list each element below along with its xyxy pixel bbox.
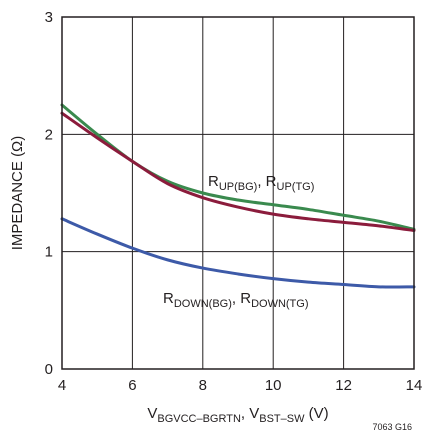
subscript-text: BST–SW bbox=[259, 413, 305, 425]
series-line-r-up-bg bbox=[60, 103, 416, 231]
x-axis-label: VBGVCC–BGRTN, VBST–SW (V) bbox=[147, 405, 328, 425]
x-tick-label: 10 bbox=[265, 377, 282, 394]
figure-code: 7063 G16 bbox=[372, 422, 412, 432]
x-tick-label: 4 bbox=[58, 377, 66, 394]
subscript-text: DOWN(TG) bbox=[251, 298, 308, 310]
x-tick-label: 14 bbox=[406, 377, 423, 394]
text-run: , R bbox=[257, 173, 276, 190]
text-run: , R bbox=[232, 290, 251, 307]
grid-lines bbox=[62, 17, 414, 369]
subscript-text: UP(BG) bbox=[219, 181, 258, 193]
series-line-r-up-tg bbox=[60, 111, 416, 233]
x-tick-labels: 4 6 8 10 12 14 bbox=[58, 377, 423, 394]
text-run: R bbox=[163, 290, 174, 307]
text-run: V bbox=[147, 405, 157, 422]
y-tick-labels: 0 1 2 3 bbox=[45, 9, 53, 378]
annotation-r-down: RDOWN(BG), RDOWN(TG) bbox=[163, 290, 309, 310]
subscript-text: BGVCC–BGRTN bbox=[157, 413, 241, 425]
text-run: , V bbox=[241, 405, 259, 422]
y-tick-label: 3 bbox=[45, 9, 53, 26]
y-axis-label: IMPEDANCE (Ω) bbox=[9, 136, 26, 251]
plot-frame bbox=[61, 16, 415, 370]
annotation-r-up: RUP(BG), RUP(TG) bbox=[208, 173, 314, 193]
subscript-text: DOWN(BG) bbox=[174, 298, 232, 310]
y-tick-label: 0 bbox=[45, 361, 53, 378]
x-tick-label: 6 bbox=[128, 377, 136, 394]
y-tick-label: 2 bbox=[45, 126, 53, 143]
data-series bbox=[60, 103, 416, 289]
x-tick-label: 8 bbox=[199, 377, 207, 394]
subscript-text: UP(TG) bbox=[277, 181, 315, 193]
text-run: R bbox=[208, 173, 219, 190]
x-tick-label: 12 bbox=[335, 377, 352, 394]
text-run: (V) bbox=[304, 405, 328, 422]
series-line-r-down bbox=[60, 217, 416, 289]
y-tick-label: 1 bbox=[45, 244, 53, 261]
